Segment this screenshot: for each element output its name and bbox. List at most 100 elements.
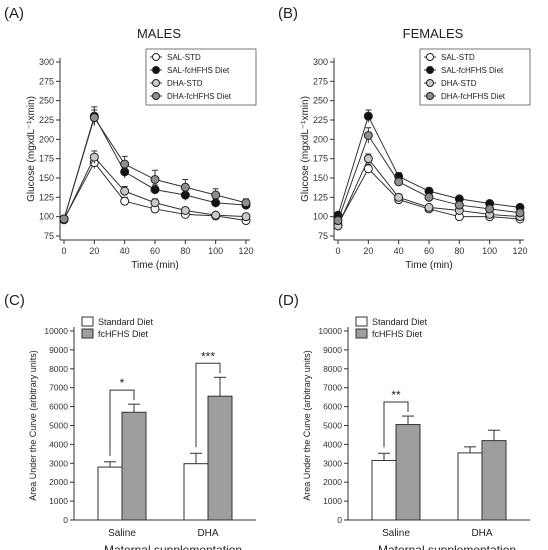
y-axis-label: Glucose (mgxdL⁻¹xmin) [26, 96, 37, 202]
data-point [394, 192, 404, 202]
y-tick-label: 2000 [49, 477, 68, 487]
panel-label: (A) [4, 5, 24, 22]
x-tick-label: 80 [454, 246, 464, 256]
x-tick-label: 40 [394, 246, 404, 256]
y-tick-label: 6000 [49, 402, 68, 412]
legend-label: DHA-STD [167, 79, 203, 88]
y-tick-label: 300 [39, 57, 54, 67]
category-label: DHA [197, 528, 218, 539]
data-point [485, 204, 495, 214]
auc-chart-males: (C) 0 1000 2000 3000 4000 5000 6000 7000 8000 9000… [4, 292, 256, 550]
legend-marker [426, 92, 434, 100]
significance-bracket [383, 401, 409, 448]
y-tick-label: 275 [313, 76, 328, 86]
data-point [333, 216, 343, 226]
y-axis-label: Area Under the Curve (arbitrary units) [28, 350, 38, 501]
y-tick-label: 8000 [49, 364, 68, 374]
legend-label: SAL-STD [441, 53, 475, 62]
data-point [515, 208, 525, 218]
legend-swatch [81, 316, 94, 327]
bar [371, 459, 397, 521]
y-tick-label: 225 [313, 115, 328, 125]
legend-box [145, 48, 257, 106]
y-tick-label: 100 [39, 212, 54, 222]
y-tick-label: 200 [313, 134, 328, 144]
y-tick-label: 2000 [323, 477, 342, 487]
significance-label: *** [201, 349, 215, 363]
y-tick-label: 7000 [323, 383, 342, 393]
y-tick-label: 8000 [323, 364, 342, 374]
x-tick-label: 100 [482, 246, 497, 256]
y-tick-label: 125 [39, 192, 54, 202]
legend-label: DHA-fcHFHS Diet [167, 92, 232, 101]
y-tick-label: 250 [39, 96, 54, 106]
glucose-chart-females: (B) FEMALES 75 100 125 150 175 200 225 250 275 300 0… [278, 5, 531, 271]
legend-label: SAL-fcHFHS Diet [441, 66, 504, 75]
legend-label: SAL-STD [167, 53, 201, 62]
x-tick-label: 40 [120, 246, 130, 256]
chart-title: FEMALES [403, 26, 464, 41]
bar [395, 424, 421, 521]
x-tick-label: 80 [180, 246, 190, 256]
x-tick-label: 100 [208, 246, 223, 256]
y-tick-label: 0 [63, 515, 68, 525]
x-tick-label: 60 [424, 246, 434, 256]
data-point [241, 212, 251, 222]
y-tick-label: 7000 [49, 383, 68, 393]
significance-label: ** [391, 388, 401, 402]
panel-label: (C) [4, 292, 25, 309]
significance-bracket [195, 362, 221, 448]
y-tick-label: 10000 [318, 326, 342, 336]
significance-label: * [120, 376, 125, 390]
y-tick-label: 75 [44, 231, 54, 241]
legend-swatch [81, 328, 94, 339]
data-point [89, 113, 99, 123]
panel-label: (B) [278, 5, 298, 22]
bar [207, 395, 233, 521]
data-point [180, 182, 190, 192]
y-tick-label: 5000 [49, 421, 68, 431]
legend-label: DHA-fcHFHS Diet [441, 92, 506, 101]
y-tick-label: 150 [313, 173, 328, 183]
category-label: Saline [108, 528, 136, 539]
bar [457, 452, 483, 521]
y-tick-label: 150 [39, 173, 54, 183]
bar [97, 466, 123, 521]
legend-marker [152, 92, 160, 100]
data-point [89, 152, 99, 162]
y-tick-label: 275 [39, 76, 54, 86]
y-tick-label: 0 [337, 515, 342, 525]
category-label: Saline [382, 528, 410, 539]
category-label: DHA [471, 528, 492, 539]
y-tick-label: 1000 [49, 496, 68, 506]
y-tick-label: 4000 [323, 439, 342, 449]
x-tick-label: 120 [512, 246, 527, 256]
data-point [241, 198, 251, 208]
data-point [424, 202, 434, 212]
legend-label: fcHFHS Diet [98, 329, 149, 339]
bar [481, 440, 507, 521]
y-tick-label: 9000 [323, 345, 342, 355]
y-tick-label: 225 [39, 115, 54, 125]
significance-bracket [109, 389, 135, 456]
y-axis-label: Area Under the Curve (arbitrary units) [302, 350, 312, 501]
data-point [454, 200, 464, 210]
legend-marker [152, 79, 160, 87]
y-tick-label: 10000 [44, 326, 68, 336]
data-point [59, 214, 69, 224]
x-axis-label: Maternal supplementation [378, 543, 516, 550]
data-point [424, 192, 434, 202]
y-tick-label: 100 [313, 212, 328, 222]
x-tick-label: 0 [335, 246, 340, 256]
data-point [120, 159, 130, 169]
x-tick-label: 60 [150, 246, 160, 256]
x-axis-label: Time (min) [131, 260, 178, 271]
y-tick-label: 175 [313, 154, 328, 164]
y-tick-label: 75 [318, 231, 328, 241]
y-tick-label: 6000 [323, 402, 342, 412]
data-point [363, 130, 373, 140]
data-point [180, 205, 190, 215]
y-tick-label: 4000 [49, 439, 68, 449]
glucose-chart-males: (A) MALES 75 100 125 150 175 200 225 250 275 300 0 20… [4, 5, 257, 271]
y-axis-label: Glucose (mgxdL⁻¹xmin) [300, 96, 311, 202]
